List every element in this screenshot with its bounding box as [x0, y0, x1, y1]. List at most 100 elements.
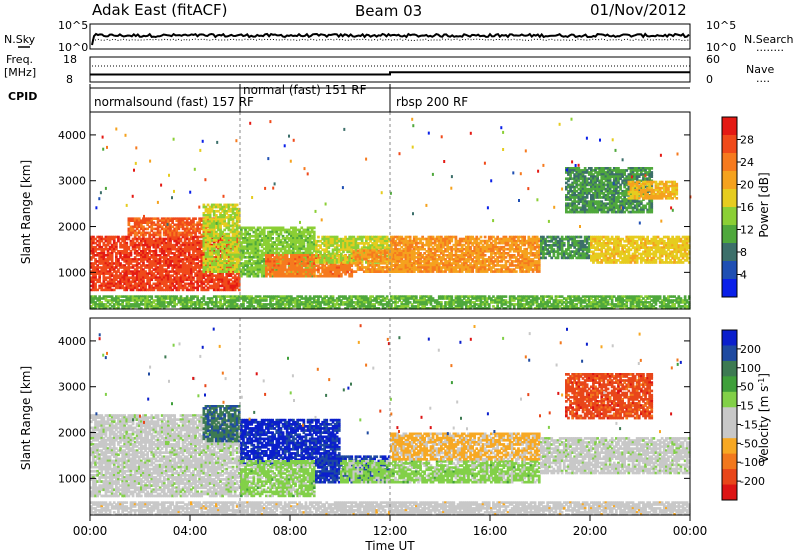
- heatmap-cell: [92, 288, 95, 292]
- heatmap-cell: [173, 258, 176, 261]
- heatmap-cell: [175, 268, 179, 271]
- heatmap-cell: [150, 270, 154, 273]
- heatmap-cell: [204, 288, 208, 292]
- heatmap-cell: [256, 274, 260, 278]
- heatmap-cell: [144, 274, 147, 277]
- heatmap-cell: [119, 243, 122, 247]
- heatmap-cell: [123, 260, 126, 263]
- heatmap-cell: [127, 219, 131, 222]
- heatmap-cell: [162, 258, 166, 261]
- heatmap-cell: [162, 276, 166, 279]
- sky-left-tick-top: 10^5: [58, 19, 88, 32]
- heatmap-cell: [112, 282, 116, 286]
- heatmap-cell: [179, 280, 183, 284]
- heatmap-cell: [196, 272, 199, 275]
- heatmap-cell: [219, 256, 222, 259]
- heatmap-cell: [483, 254, 487, 257]
- heatmap-cell: [194, 243, 197, 247]
- heatmap-cell: [202, 252, 206, 255]
- heatmap-cell: [123, 278, 126, 282]
- heatmap-cell: [187, 250, 191, 253]
- heatmap-cell: [102, 237, 106, 241]
- heatmap-cell: [108, 247, 112, 251]
- heatmap-cell: [119, 254, 122, 257]
- heatmap-cell: [146, 266, 149, 269]
- heatmap-cell: [169, 241, 172, 245]
- heatmap-cell: [162, 241, 166, 245]
- heatmap-cell: [156, 262, 160, 265]
- heatmap-cell: [142, 245, 145, 249]
- heatmap-cell: [187, 241, 191, 245]
- heatmap-cell: [154, 256, 158, 259]
- heatmap-cell: [208, 276, 212, 279]
- heatmap-cell: [160, 250, 164, 253]
- heatmap-cell: [210, 274, 214, 277]
- heatmap-cell: [142, 256, 145, 259]
- heatmap-cell: [190, 241, 193, 245]
- heatmap-cell: [183, 243, 187, 247]
- heatmap-cell: [217, 280, 220, 284]
- heatmap-cell: [200, 266, 204, 269]
- heatmap-cell: [123, 272, 126, 275]
- heatmap-cell: [140, 278, 143, 282]
- heatmap-cell: [129, 272, 133, 275]
- heatmap-cell: [133, 284, 137, 288]
- heatmap-cell: [152, 262, 156, 265]
- heatmap-cell: [129, 258, 133, 261]
- heatmap-cell: [160, 274, 164, 277]
- heatmap-cell: [152, 274, 156, 277]
- heatmap-cell: [150, 288, 154, 292]
- heatmap-cell: [208, 264, 212, 267]
- heatmap-cell: [135, 268, 139, 271]
- heatmap-cell: [192, 286, 195, 290]
- heatmap-cell: [171, 282, 174, 286]
- heatmap-cell: [125, 245, 129, 249]
- heatmap-cell: [156, 270, 160, 273]
- heatmap-cell: [152, 276, 156, 279]
- heatmap-cell: [135, 260, 139, 263]
- heatmap-cell: [135, 270, 139, 273]
- heatmap-cell: [104, 237, 108, 241]
- heatmap-cell: [115, 284, 118, 288]
- heatmap-cell: [179, 282, 183, 286]
- heatmap-cell: [194, 286, 197, 290]
- heatmap-cell: [133, 250, 137, 253]
- heatmap-cell: [92, 247, 95, 251]
- heatmap-cell: [181, 272, 185, 275]
- heatmap-cell: [233, 284, 237, 288]
- heatmap-cell: [200, 264, 204, 267]
- heatmap-cell: [171, 237, 174, 241]
- heatmap-cell: [129, 262, 133, 265]
- heatmap-cell: [171, 245, 174, 249]
- heatmap-cell: [144, 272, 147, 275]
- heatmap-cell: [119, 274, 122, 277]
- heatmap-cell: [227, 260, 231, 263]
- heatmap-cell: [117, 250, 120, 253]
- heatmap-cell: [125, 258, 129, 261]
- heatmap-cell: [158, 288, 162, 292]
- heatmap-cell: [112, 237, 116, 241]
- heatmap-cell: [225, 278, 229, 282]
- heatmap-cell: [200, 282, 204, 286]
- heatmap-cell: [119, 237, 122, 241]
- heatmap-cell: [177, 270, 181, 273]
- heatmap-cell: [177, 284, 181, 288]
- heatmap-cell: [215, 276, 218, 279]
- heatmap-cell: [190, 258, 193, 261]
- heatmap-cell: [112, 266, 116, 269]
- heatmap-cell: [94, 274, 97, 277]
- heatmap-cell: [121, 256, 124, 259]
- heatmap-cell: [123, 280, 126, 284]
- heatmap-cell: [167, 260, 170, 263]
- heatmap-cell: [127, 237, 131, 241]
- heatmap-cell: [96, 272, 99, 275]
- heatmap-cell: [177, 282, 181, 286]
- heatmap-cell: [131, 258, 135, 261]
- heatmap-cell: [123, 268, 126, 271]
- heatmap-cell: [104, 268, 108, 271]
- heatmap-cell: [177, 266, 181, 269]
- heatmap-cell: [125, 241, 129, 245]
- heatmap-cell: [104, 278, 108, 282]
- heatmap-cell: [225, 243, 229, 247]
